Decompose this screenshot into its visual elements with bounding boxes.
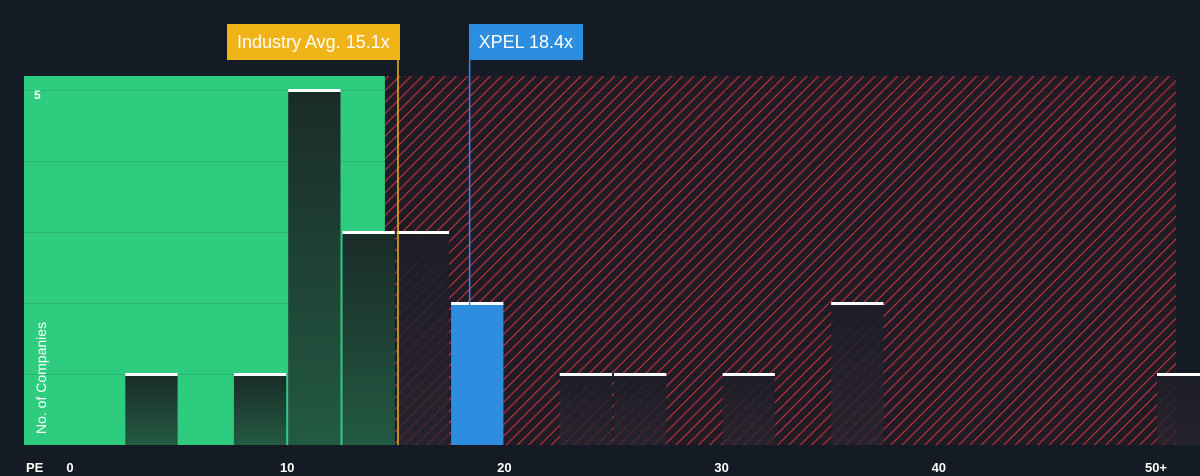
overvalued-zone <box>384 76 1176 445</box>
company-pe-callout: XPEL 18.4x <box>468 24 584 60</box>
bar-top-cap <box>831 302 884 305</box>
y-tick-label: 5 <box>34 88 41 102</box>
histogram-bar <box>559 374 612 445</box>
industry-avg-callout: Industry Avg. 15.1x <box>226 24 400 60</box>
bar-top-cap <box>614 373 667 376</box>
bar-top-cap <box>451 302 504 305</box>
histogram-bar <box>614 374 667 445</box>
bar-top-cap <box>559 373 612 376</box>
histogram-bar <box>288 90 341 445</box>
bar-top-cap <box>288 89 341 92</box>
histogram-bar <box>722 374 775 445</box>
x-tick-label: 20 <box>497 460 511 475</box>
x-axis-label: PE <box>26 460 44 475</box>
histogram-bar <box>342 232 395 445</box>
x-tick-label: 30 <box>714 460 728 475</box>
histogram-bar <box>396 232 450 445</box>
x-tick-label: 40 <box>932 460 946 475</box>
bar-top-cap <box>722 373 775 376</box>
bar-top-cap <box>1157 373 1200 376</box>
bar-top-cap <box>125 373 178 376</box>
histogram-bar <box>125 374 178 445</box>
histogram-bar <box>233 374 287 445</box>
x-tick-label: 10 <box>280 460 294 475</box>
bar-top-cap <box>233 373 287 376</box>
bar-top-cap <box>396 231 450 234</box>
histogram-bar <box>1157 374 1200 445</box>
histogram-bar <box>831 303 884 445</box>
bar-top-cap <box>342 231 395 234</box>
y-axis-label: No. of Companies <box>33 322 49 434</box>
x-tick-label: 0 <box>66 460 73 475</box>
histogram-bar <box>451 303 504 445</box>
x-tick-label: 50+ <box>1145 460 1167 475</box>
